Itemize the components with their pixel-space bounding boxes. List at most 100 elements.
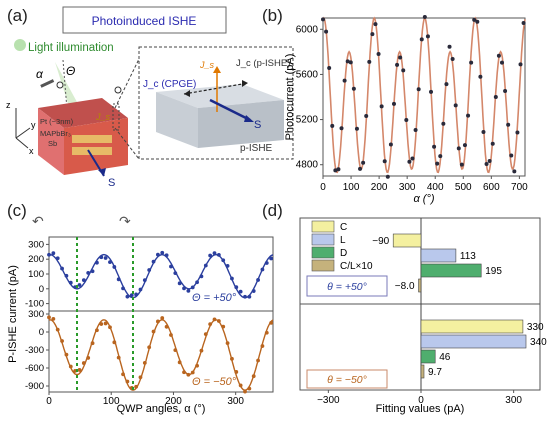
b-data-point (376, 52, 381, 57)
d-value-label: −90 (372, 236, 389, 247)
b-xtick-label: 100 (343, 182, 360, 193)
axis-x-label: x (29, 146, 34, 156)
block-side (156, 92, 198, 148)
c-ytick-label: -100 (25, 299, 44, 310)
b-ytick-label: 4800 (296, 160, 319, 171)
c-data-point (173, 348, 178, 353)
c-data-point (169, 333, 173, 337)
c-data-point (129, 293, 134, 298)
layer-stripe-2 (72, 147, 112, 155)
c-data-point (234, 285, 239, 290)
c-ytick-label: 0 (39, 327, 44, 338)
c-data-point (208, 322, 213, 327)
b-data-point (358, 166, 363, 171)
axis-y (15, 127, 31, 139)
c-data-point (238, 383, 243, 388)
c-bottom-label: Θ = −50° (192, 376, 237, 388)
d-bar (420, 263, 482, 278)
c-ytick-label: -300 (25, 345, 44, 356)
c-data-point (116, 277, 121, 282)
c-data-point (212, 251, 217, 256)
c-xtick-label: 0 (46, 396, 52, 407)
c-data-point (64, 273, 69, 278)
b-data-point (453, 103, 458, 108)
c-data-point (251, 374, 256, 379)
d-legend-label: L (340, 235, 346, 246)
b-data-point (447, 44, 452, 49)
c-top-label: Θ = +50° (192, 292, 237, 304)
c-data-point (260, 267, 265, 272)
d-bar (418, 278, 422, 293)
c-data-point (264, 261, 269, 265)
b-data-point (499, 60, 504, 65)
b-data-point (441, 121, 446, 126)
d-legend-swatch (311, 246, 335, 259)
c-data-point (264, 330, 269, 335)
b-data-point (351, 86, 356, 91)
panel-a-schematic: Photoinduced ISHE Light illumination α Θ… (6, 6, 294, 189)
panel-label-c: (c) (7, 201, 27, 220)
c-data-point (216, 252, 221, 257)
c-data-point (151, 259, 156, 264)
c-data-point (199, 348, 204, 353)
b-xtick-label: 400 (427, 182, 444, 193)
b-data-point (450, 56, 455, 61)
b-data-point (327, 65, 332, 70)
electrode-2 (114, 86, 122, 94)
layer-sb-label: Sb (48, 139, 57, 148)
c-data-point (112, 340, 117, 345)
c-data-point (51, 251, 56, 256)
b-data-point (490, 141, 495, 146)
c-data-point (68, 364, 73, 369)
b-data-point (459, 162, 464, 167)
layer-pt-label: Pt (~3nm) (40, 117, 74, 126)
c-data-point (147, 345, 152, 350)
c-data-point (182, 286, 186, 291)
c-xtick-label: 100 (103, 396, 120, 407)
b-ytick-label: 6000 (296, 24, 319, 35)
c-ytick-label: 0 (39, 284, 44, 295)
c-data-point (199, 274, 204, 279)
c-xtick-label: 300 (227, 396, 244, 407)
b-data-point (481, 130, 486, 135)
c-data-point (243, 294, 247, 299)
b-data-point (379, 104, 384, 109)
d-value-label: 9.7 (428, 367, 442, 378)
d-bar (420, 319, 524, 334)
b-data-point (518, 62, 523, 67)
box-pishe-label: p-ISHE (240, 143, 273, 154)
d-bar (420, 349, 436, 364)
b-data-point (391, 101, 396, 106)
b-ylabel: Photocurrent (pA) (284, 54, 296, 141)
zoom-line-2 (114, 127, 140, 160)
b-data-point (466, 113, 471, 118)
c-data-point (230, 276, 234, 281)
sample-front (64, 118, 128, 175)
b-xtick-label: 600 (483, 182, 500, 193)
c-data-point (103, 256, 108, 260)
b-xtick-label: 0 (320, 182, 326, 193)
jc-pishe-label: J_c (p-ISHE) (236, 58, 290, 69)
b-data-point (401, 68, 406, 73)
jc-arrowhead-left (184, 90, 190, 97)
c-data-point (112, 265, 117, 269)
c-data-point (95, 260, 99, 265)
d-xlabel: Fitting values (pA) (376, 403, 465, 415)
d-value-label: −8.0 (395, 281, 415, 292)
layer-stripe-1 (72, 135, 112, 143)
c-data-point (169, 264, 173, 269)
c-ytick-label: 100 (28, 269, 44, 280)
b-data-point (432, 144, 437, 149)
c-data-point (81, 278, 86, 283)
d-legend-swatch (311, 220, 335, 233)
c-data-point (225, 263, 230, 268)
block-front (198, 100, 284, 148)
b-data-point (382, 159, 387, 164)
alpha-symbol: α (36, 67, 44, 81)
b-data-point (404, 117, 409, 122)
jc-cpge-label: J_c (CPGE) (143, 79, 196, 90)
zoom-line-1 (114, 58, 140, 109)
panel-label-d: (d) (262, 201, 283, 220)
b-data-point (370, 32, 375, 37)
c-data-point (77, 368, 82, 372)
